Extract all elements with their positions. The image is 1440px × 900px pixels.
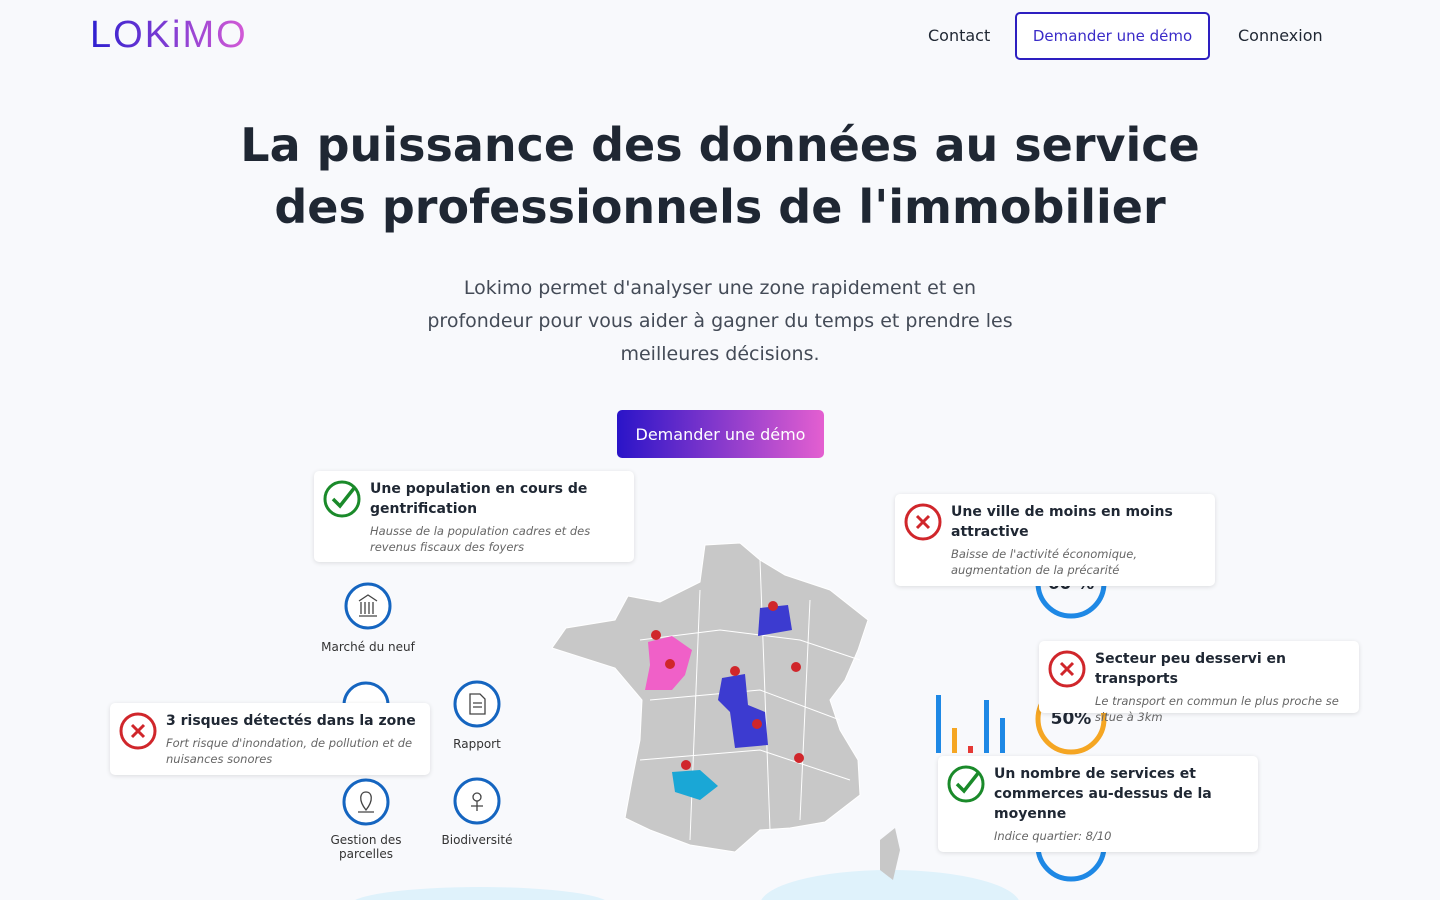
nav-link[interactable]: Contact	[928, 26, 991, 45]
card-detail: Hausse de la population cadres et des re…	[370, 524, 591, 554]
feature-label: Rapport	[453, 737, 501, 751]
card-detail: Fort risque d'inondation, de pollution e…	[166, 736, 413, 766]
hero-title: des professionnels de l'immobilier	[274, 180, 1166, 234]
corsica	[880, 828, 900, 880]
france-map	[551, 542, 869, 853]
feature-label: Biodiversité	[441, 833, 513, 847]
check-icon	[323, 480, 361, 518]
region	[758, 605, 792, 636]
decor	[761, 870, 1019, 900]
cross-icon	[119, 712, 157, 750]
logo[interactable]: LOKiMO	[90, 14, 248, 56]
card-detail: Indice quartier: 8/10	[994, 829, 1112, 843]
card-title: Une ville de moins en moins attractive	[951, 504, 1173, 540]
insight-card: Un nombre de services et commerces au-de…	[938, 756, 1258, 852]
region	[718, 674, 768, 748]
nav-link[interactable]: Connexion	[1238, 26, 1323, 45]
hero-subtitle: Lokimo permet d'analyser une zone rapide…	[427, 277, 1013, 365]
card-title: Une population en cours de gentrificatio…	[370, 481, 588, 517]
insight-card: Une ville de moins en moins attractive B…	[895, 494, 1215, 586]
card-title: Un nombre de services et commerces au-de…	[994, 766, 1212, 822]
card-title: 3 risques détectés dans la zone	[166, 713, 416, 729]
check-icon	[947, 765, 985, 803]
feature-label: Gestion des parcelles	[330, 833, 402, 861]
nav-button[interactable]: Demander une démo	[1015, 12, 1210, 60]
cta-button[interactable]: Demander une démo	[617, 410, 824, 458]
feature-label: Marché du neuf	[321, 640, 415, 654]
card-detail: Baisse de l'activité économique, augment…	[951, 547, 1138, 577]
bar-icon	[936, 695, 1005, 753]
insight-card: Une population en cours de gentrificatio…	[314, 471, 634, 562]
feature-glyphs	[358, 594, 486, 813]
card-detail: Le transport en commun le plus proche se…	[1095, 694, 1339, 724]
cross-icon	[904, 503, 942, 541]
map-pins	[651, 601, 804, 770]
hero-title: La puissance des données au service	[240, 118, 1200, 172]
insight-card: 3 risques détectés dans la zone Fort ris…	[110, 703, 430, 775]
insight-card: Secteur peu desservi en transports Le tr…	[1039, 641, 1359, 724]
card-title: Secteur peu desservi en transports	[1095, 651, 1287, 687]
cross-icon	[1048, 650, 1086, 688]
gauge-label: 50%	[1050, 709, 1092, 729]
region	[672, 770, 718, 800]
decor	[355, 887, 605, 900]
